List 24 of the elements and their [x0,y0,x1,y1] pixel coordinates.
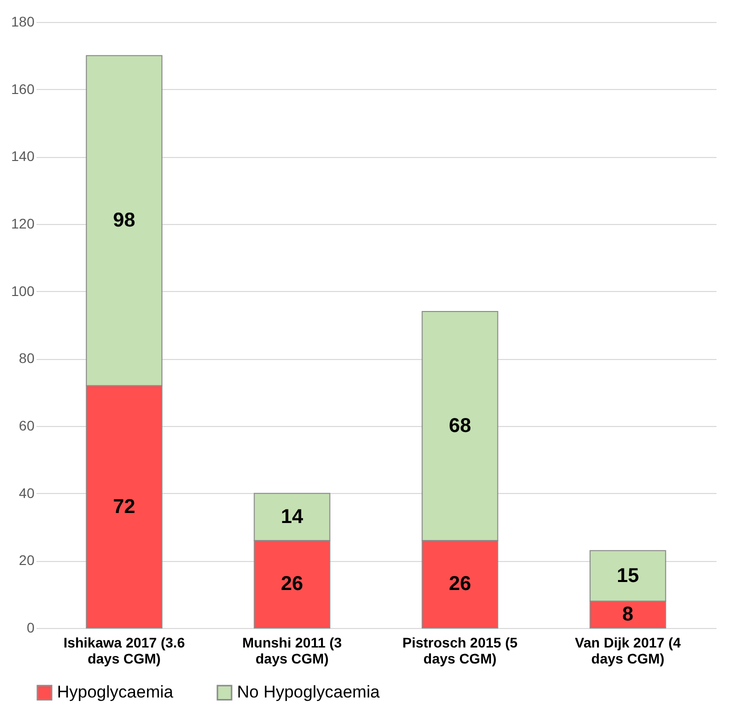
y-tick-label: 20 [18,552,35,568]
data-label: 26 [280,573,304,596]
y-tick-label: 80 [18,350,35,366]
legend-label: No Hypoglycaemia [237,682,380,702]
data-label: 8 [622,604,634,626]
data-label: 26 [448,573,472,596]
y-tick-label: 140 [11,148,35,164]
y-tick-label: 0 [26,620,35,636]
x-tick-label: Ishikawa 2017 (3.6 days CGM) [63,634,186,666]
x-tick-label: Van Dijk 2017 (4 days CGM) [574,634,681,666]
y-tick-label: 120 [11,216,35,232]
data-label: 98 [113,210,136,232]
y-tick-label: 40 [18,484,35,501]
data-label: 68 [448,415,472,437]
data-label: 72 [113,496,136,518]
x-tick-label: Munshi 2011 (3 days CGM) [242,634,342,666]
y-tick-label: 60 [18,418,35,434]
y-tick-label: 160 [11,80,35,97]
y-tick-label: 100 [11,282,35,299]
data-label: 15 [616,564,639,587]
legend-label: Hypoglycaemia [57,682,174,702]
x-tick-label: Pistrosch 2015 (5 days CGM) [402,634,518,666]
y-tick-label: 180 [11,14,35,30]
data-label: 14 [280,506,304,528]
